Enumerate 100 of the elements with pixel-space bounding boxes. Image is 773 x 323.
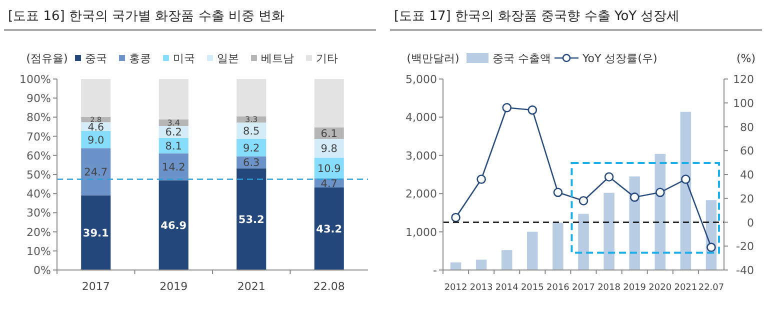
x-tick-label: 2017 bbox=[572, 283, 595, 293]
bar bbox=[578, 214, 589, 270]
bar bbox=[314, 187, 344, 270]
y2-tick-label: 40 bbox=[740, 168, 754, 182]
y-tick-label: 4,000 bbox=[406, 111, 437, 124]
bar bbox=[654, 154, 666, 270]
y-tick-label: - bbox=[433, 264, 438, 277]
bar bbox=[450, 262, 462, 270]
y2-tick-label: 100 bbox=[733, 96, 754, 110]
point bbox=[655, 188, 665, 198]
data-label: 46.9 bbox=[160, 220, 187, 232]
legend-label: 홍콩 bbox=[129, 52, 151, 65]
x-tick-label: 2013 bbox=[470, 283, 493, 293]
bar bbox=[158, 79, 188, 120]
y-axis-title: (점유율) bbox=[26, 52, 68, 65]
data-label: 9.2 bbox=[243, 142, 260, 154]
y-axis-title: (백만달러) bbox=[406, 52, 460, 65]
bar bbox=[527, 232, 538, 270]
y-tick-label: 80% bbox=[26, 111, 51, 124]
x-tick-label: 2012 bbox=[444, 283, 468, 293]
chart-title: [도표 16] 한국의 국가별 화장품 수출 비중 변화 bbox=[8, 9, 285, 24]
y-tick-label: 100% bbox=[20, 73, 51, 86]
legend-label: 중국 bbox=[85, 52, 107, 65]
bar bbox=[158, 180, 188, 270]
data-label: 43.2 bbox=[316, 224, 342, 236]
y-tick-label: 20% bbox=[26, 226, 51, 239]
point bbox=[706, 242, 716, 252]
point bbox=[502, 103, 512, 112]
bar bbox=[81, 79, 111, 117]
x-tick-label: 2021 bbox=[674, 283, 698, 293]
point bbox=[476, 174, 486, 184]
bar bbox=[502, 250, 512, 270]
bar bbox=[236, 79, 266, 116]
bar bbox=[680, 112, 692, 270]
point bbox=[578, 196, 588, 206]
legend-label: 중국 수출액 bbox=[492, 52, 551, 65]
data-label: 53.2 bbox=[238, 214, 264, 226]
legend-label: YoY 성장률(우) bbox=[582, 52, 658, 65]
y-tick-label: 10% bbox=[26, 244, 51, 258]
data-label: 8.1 bbox=[165, 140, 182, 152]
y2-tick-label: 0 bbox=[747, 216, 754, 230]
bar bbox=[81, 195, 111, 270]
x-tick-label: 2018 bbox=[598, 283, 621, 293]
data-label: 6.3 bbox=[243, 157, 260, 170]
point bbox=[451, 212, 460, 222]
y-tick-label: 0% bbox=[34, 264, 51, 277]
data-label: 14.2 bbox=[162, 162, 186, 174]
y2-tick-label: 60 bbox=[740, 144, 754, 158]
y-tick-label: 70% bbox=[26, 130, 51, 144]
x-tick-label: 22.07 bbox=[698, 283, 724, 293]
y-tick-label: 1,000 bbox=[406, 226, 437, 239]
point bbox=[553, 188, 563, 198]
bar bbox=[552, 222, 564, 270]
data-label: 6.1 bbox=[320, 128, 338, 140]
x-tick-label: 2021 bbox=[237, 280, 266, 293]
x-tick-label: 2016 bbox=[546, 283, 570, 293]
legend-label: 미국 bbox=[173, 52, 195, 65]
y2-tick-label: 20 bbox=[740, 192, 754, 206]
point bbox=[681, 174, 690, 184]
x-tick-label: 2014 bbox=[495, 283, 519, 293]
y-tick-label: 40% bbox=[26, 188, 51, 201]
data-label: 10.9 bbox=[317, 162, 341, 175]
data-label: 24.7 bbox=[84, 166, 108, 179]
point bbox=[528, 105, 538, 115]
bar bbox=[476, 260, 487, 270]
bar bbox=[81, 148, 111, 196]
legend-label: 기타 bbox=[316, 52, 338, 65]
y-tick-label: 3,000 bbox=[406, 149, 437, 162]
data-label: 4.6 bbox=[88, 121, 104, 134]
y2-tick-label: 120 bbox=[733, 73, 754, 86]
point bbox=[630, 192, 640, 202]
y2-tick-label: -40 bbox=[736, 264, 754, 277]
y-tick-label: 90% bbox=[26, 92, 51, 106]
x-tick-label: 2015 bbox=[520, 283, 544, 293]
data-label: 4.7 bbox=[320, 178, 338, 190]
x-tick-label: 2019 bbox=[160, 280, 188, 293]
y-tick-label: 2,000 bbox=[406, 188, 437, 201]
x-tick-label: 2019 bbox=[623, 283, 646, 293]
y-tick-label: 30% bbox=[26, 206, 51, 220]
y-tick-label: 50% bbox=[26, 168, 51, 182]
y-tick-label: 60% bbox=[26, 149, 51, 162]
legend-label: 일본 bbox=[217, 52, 239, 65]
chart-title: [도표 17] 한국의 화장품 중국향 수출 YoY 성장세 bbox=[394, 9, 680, 24]
bar bbox=[236, 168, 266, 270]
y2-tick-label: -20 bbox=[736, 240, 754, 254]
legend-label: 베트남 bbox=[261, 52, 294, 65]
bar bbox=[314, 79, 344, 128]
y2-axis-title: (%) bbox=[736, 52, 756, 65]
data-label: 9.8 bbox=[320, 143, 338, 156]
bar bbox=[604, 192, 614, 270]
data-label: 6.2 bbox=[165, 126, 182, 139]
data-label: 39.1 bbox=[82, 227, 109, 240]
data-label: 9.0 bbox=[88, 134, 104, 146]
x-tick-label: 22.08 bbox=[313, 280, 345, 293]
point bbox=[604, 172, 614, 182]
x-tick-label: 2020 bbox=[648, 283, 672, 293]
y2-tick-label: 80 bbox=[740, 120, 754, 134]
data-label: 8.5 bbox=[243, 125, 260, 138]
x-tick-label: 2017 bbox=[82, 280, 110, 293]
y-tick-label: 5,000 bbox=[406, 73, 437, 86]
